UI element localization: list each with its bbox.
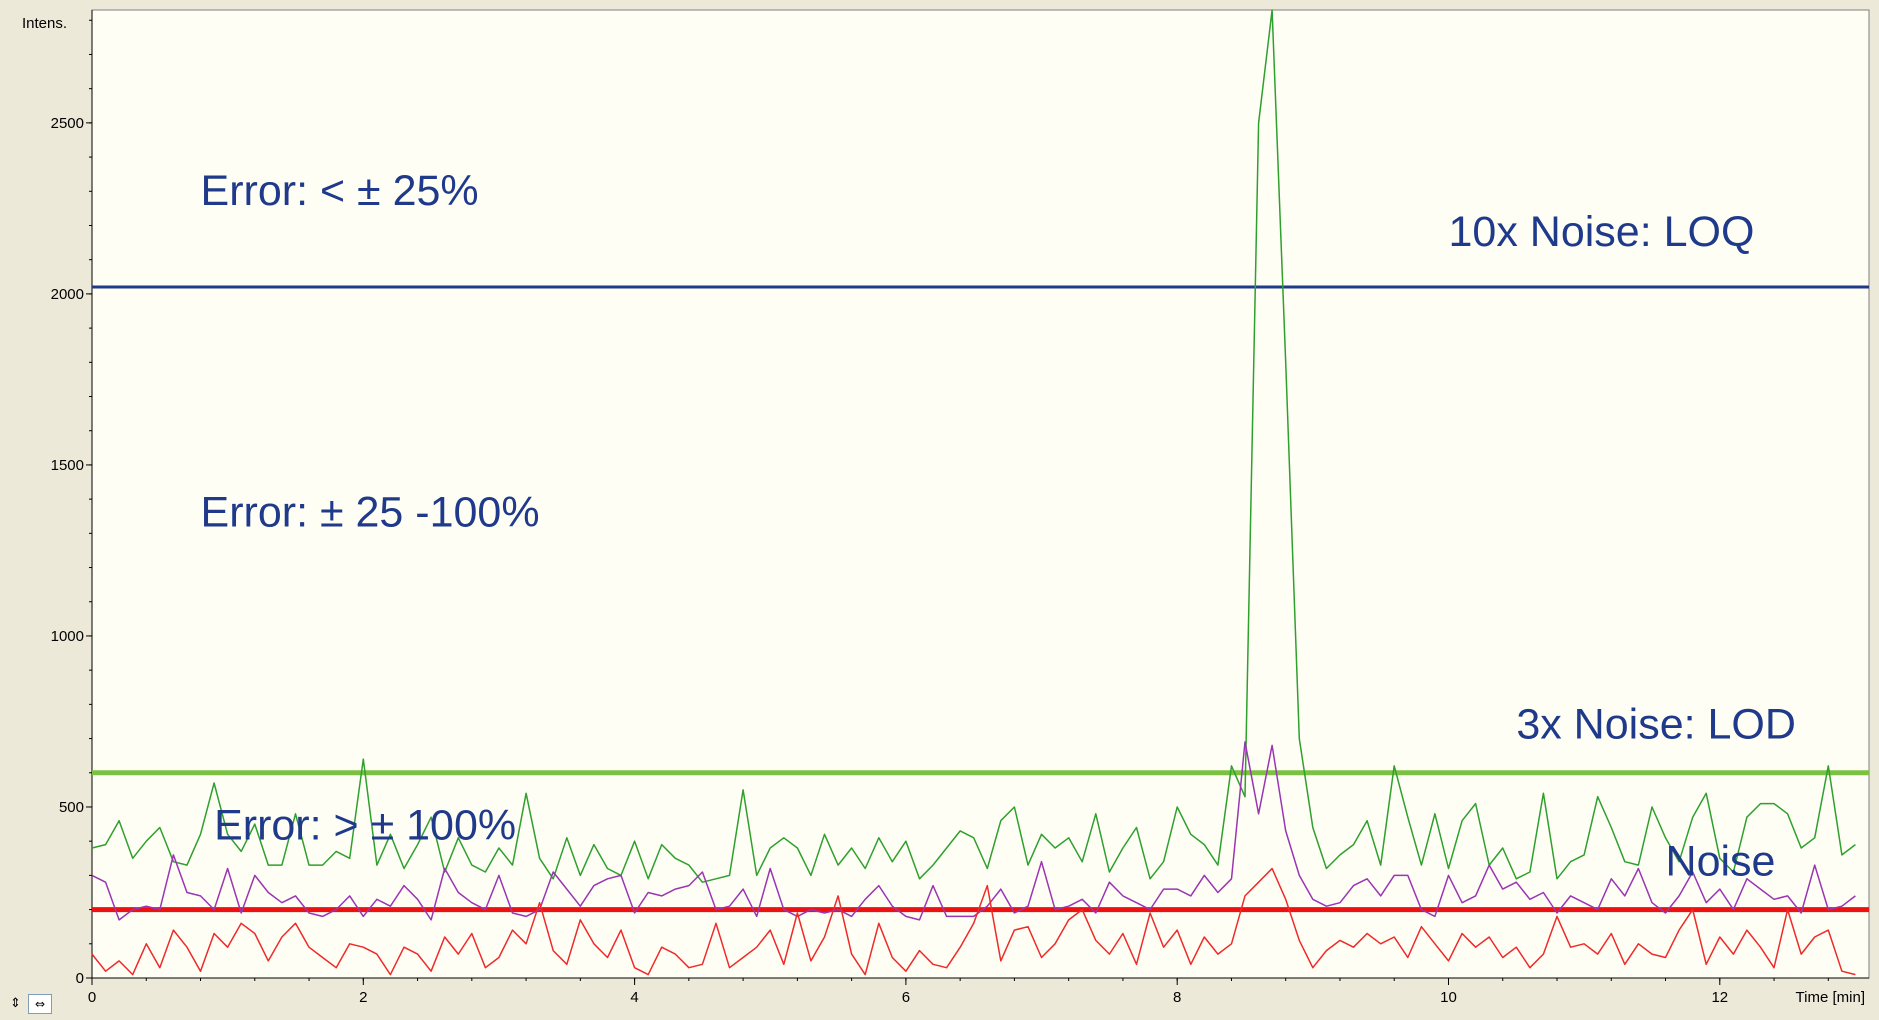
updown-arrows-icon: ⇕ <box>10 996 21 1011</box>
series-group <box>91 9 1856 976</box>
axes-group: 0 500 1000 1500 2000 2500 0 2 4 6 8 10 12 <box>51 10 1869 1006</box>
y-tick-label: 1500 <box>51 457 84 474</box>
label-noise: Noise <box>1666 837 1776 885</box>
label-lod: 3x Noise: LOD <box>1516 701 1796 749</box>
y-tick-label: 2000 <box>51 286 84 303</box>
annotation-error-lt25: Error: < ± 25% <box>201 167 479 215</box>
x-tick-label: 4 <box>630 989 638 1006</box>
annotations-group: Error: < ± 25% Error: ± 25 -100% Error: > … <box>201 167 1796 885</box>
series-line-3 <box>91 867 1856 976</box>
x-tick-label: 8 <box>1173 989 1181 1006</box>
x-tick-label: 2 <box>359 989 367 1006</box>
x-tick-label: 12 <box>1711 989 1728 1006</box>
horizontal-scroll-button[interactable]: ⇔ <box>28 994 52 1014</box>
x-tick-label: 10 <box>1440 989 1457 1006</box>
x-tick-label: 0 <box>88 989 96 1006</box>
plot-area <box>91 9 1870 979</box>
series-line-2 <box>91 741 1856 921</box>
label-loq: 10x Noise: LOQ <box>1448 208 1754 256</box>
y-axis-title: Intens. <box>22 15 67 32</box>
annotation-error-25-100: Error: ± 25 -100% <box>201 488 540 536</box>
leftright-arrows-icon: ⇔ <box>34 997 46 1011</box>
y-tick-label: 0 <box>76 970 84 987</box>
reference-lines-group <box>92 285 1869 913</box>
x-axis-title: Time [min] <box>1796 989 1865 1006</box>
series-line-1 <box>91 9 1856 883</box>
y-tick-label: 1000 <box>51 628 84 645</box>
x-tick-label: 6 <box>902 989 910 1006</box>
y-tick-label: 2500 <box>51 115 84 132</box>
annotation-error-gt100: Error: > ± 100% <box>214 801 516 849</box>
vertical-scroll-control[interactable]: ⇕ <box>10 996 21 1011</box>
y-tick-label: 500 <box>59 799 84 816</box>
